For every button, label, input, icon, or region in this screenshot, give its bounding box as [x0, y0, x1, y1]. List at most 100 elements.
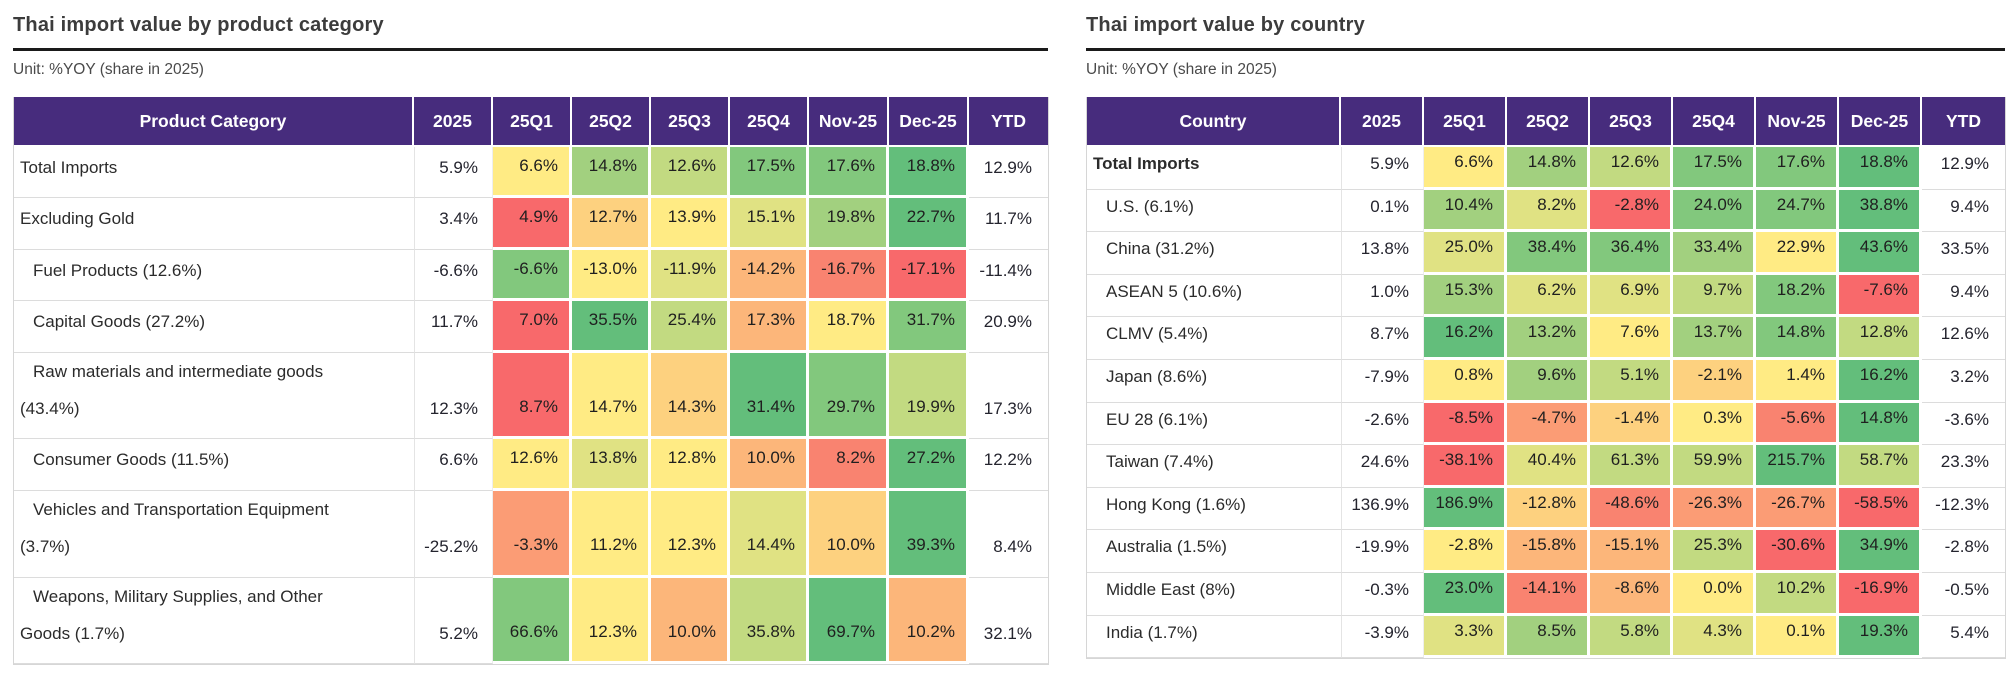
table-row: Total Imports 5.9% 6.6% 14.8% 12.6% 17.5% 17.6…	[14, 147, 1048, 199]
heat-cell: 10.2%	[889, 577, 969, 665]
value-cell: 12.9%	[969, 147, 1048, 199]
column-header: Nov-25	[1756, 97, 1839, 147]
heat-cell: -11.9%	[651, 249, 730, 302]
table-header-row: Country 2025 25Q1 25Q2 25Q3 25Q4 Nov-25 Dec-25 Y…	[1087, 97, 2005, 147]
column-header: Nov-25	[809, 97, 889, 147]
heat-cell: 38.8%	[1839, 189, 1922, 233]
heat-cell: -14.1%	[1507, 572, 1590, 616]
table-row: CLMV (5.4%) 8.7% 16.2% 13.2% 7.6% 13.7% 14.8% 1…	[1087, 317, 2005, 360]
category-label: Middle East (8%)	[1106, 579, 1236, 599]
value-cell: 12.3%	[414, 352, 493, 440]
table-row: Middle East (8%) -0.3% 23.0% -14.1% -8.6% 0.0…	[1087, 572, 2005, 616]
value-cell: 0.1%	[1341, 189, 1424, 233]
category-cell: Capital Goods (27.2%)	[14, 301, 414, 353]
heat-cell: -26.7%	[1756, 487, 1839, 531]
heat-cell: -8.6%	[1590, 572, 1673, 616]
heat-cell: 24.7%	[1756, 189, 1839, 233]
category-cell: Consumer Goods (11.5%)	[14, 439, 414, 491]
heat-cell: 66.6%	[493, 577, 572, 665]
heat-cell: -6.6%	[493, 249, 572, 302]
category-label: Total Imports	[20, 158, 118, 177]
heat-cell: 9.7%	[1673, 274, 1756, 318]
category-label: EU 28 (6.1%)	[1106, 409, 1209, 429]
category-label: U.S. (6.1%)	[1106, 196, 1194, 216]
heat-cell: 18.7%	[809, 301, 889, 353]
table-row: Total Imports 5.9% 6.6% 14.8% 12.6% 17.5% 17.6…	[1087, 147, 2005, 190]
heat-cell: 6.2%	[1507, 274, 1590, 318]
heat-cell: 186.9%	[1424, 487, 1507, 531]
heat-cell: 25.4%	[651, 301, 730, 353]
category-cell: Total Imports	[1087, 147, 1341, 190]
heat-cell: -16.9%	[1839, 572, 1922, 616]
column-header: 25Q1	[493, 97, 572, 147]
heat-cell: 19.8%	[809, 198, 889, 250]
category-cell: Middle East (8%)	[1087, 573, 1341, 616]
heat-cell: -8.5%	[1424, 402, 1507, 446]
value-cell: -19.9%	[1341, 530, 1424, 573]
heat-cell: 17.5%	[730, 147, 809, 199]
heat-cell: 24.0%	[1673, 189, 1756, 233]
category-label: Australia (1.5%)	[1106, 537, 1227, 557]
heat-cell: 10.0%	[730, 439, 809, 491]
page: Thai import value by product category Un…	[13, 14, 2006, 666]
heat-cell: 7.6%	[1590, 317, 1673, 360]
category-cell: Raw materials and intermediate goods (43…	[14, 353, 414, 440]
category-cell: Vehicles and Transportation Equipment (3…	[14, 491, 414, 578]
column-header: Dec-25	[1839, 97, 1922, 147]
column-header: 25Q3	[1590, 97, 1673, 147]
value-cell: 136.9%	[1341, 487, 1424, 531]
table-row: Australia (1.5%) -19.9% -2.8% -15.8% -15.1% 2…	[1087, 530, 2005, 573]
value-cell: 5.9%	[1341, 147, 1424, 190]
column-header: Dec-25	[889, 97, 969, 147]
heat-cell: 12.8%	[1839, 317, 1922, 360]
value-cell: 3.4%	[414, 198, 493, 250]
value-cell: 8.4%	[969, 491, 1048, 578]
column-header: 2025	[1341, 97, 1424, 147]
heat-cell: 3.3%	[1424, 615, 1507, 659]
heat-cell: -58.5%	[1839, 487, 1922, 531]
heat-cell: 8.7%	[493, 352, 572, 440]
category-cell: Weapons, Military Supplies, and Other Go…	[14, 578, 414, 665]
heat-cell: -7.6%	[1839, 274, 1922, 318]
heat-cell: 14.3%	[651, 352, 730, 440]
heat-cell: 7.0%	[493, 301, 572, 353]
heat-cell: 38.4%	[1507, 232, 1590, 275]
heat-cell: 33.4%	[1673, 232, 1756, 275]
category-label: China (31.2%)	[1106, 239, 1215, 259]
heatmap-table-product-category: Product Category 2025 25Q1 25Q2 25Q3 25Q4 Nov-…	[13, 97, 1049, 666]
column-header: 2025	[414, 97, 493, 147]
value-cell: 17.3%	[969, 353, 1048, 440]
category-cell: Excluding Gold	[14, 198, 414, 250]
category-cell: U.S. (6.1%)	[1087, 190, 1341, 233]
heat-cell: 15.3%	[1424, 274, 1507, 318]
category-label: Hong Kong (1.6%)	[1106, 494, 1246, 514]
heat-cell: -38.1%	[1424, 445, 1507, 488]
title-rule	[1086, 48, 2005, 51]
value-cell: 6.6%	[414, 439, 493, 491]
heat-cell: 6.6%	[1424, 147, 1507, 190]
category-cell: Total Imports	[14, 147, 414, 199]
heat-cell: 14.4%	[730, 490, 809, 578]
heat-cell: 23.0%	[1424, 572, 1507, 616]
table-row: Taiwan (7.4%) 24.6% -38.1% 40.4% 61.3% 59.9% 2…	[1087, 445, 2005, 488]
heat-cell: 14.8%	[1839, 402, 1922, 446]
heat-cell: 13.8%	[572, 439, 651, 491]
heat-cell: 61.3%	[1590, 445, 1673, 488]
value-cell: -0.5%	[1922, 573, 2005, 616]
heat-cell: 9.6%	[1507, 359, 1590, 403]
heat-cell: 19.9%	[889, 352, 969, 440]
heat-cell: 14.8%	[1507, 147, 1590, 190]
value-cell: 5.2%	[414, 577, 493, 665]
heat-cell: -3.3%	[493, 490, 572, 578]
heat-cell: 36.4%	[1590, 232, 1673, 275]
heat-cell: -12.8%	[1507, 487, 1590, 531]
value-cell: -0.3%	[1341, 572, 1424, 616]
value-cell: -2.6%	[1341, 402, 1424, 446]
heat-cell: 0.8%	[1424, 359, 1507, 403]
category-label: Vehicles and Transportation Equipment (3…	[20, 499, 329, 557]
heat-cell: -13.0%	[572, 249, 651, 302]
heat-cell: 22.9%	[1756, 232, 1839, 275]
title-rule	[13, 48, 1048, 51]
column-header: Product Category	[14, 97, 414, 147]
table-header-row: Product Category 2025 25Q1 25Q2 25Q3 25Q4 Nov-…	[14, 97, 1048, 147]
